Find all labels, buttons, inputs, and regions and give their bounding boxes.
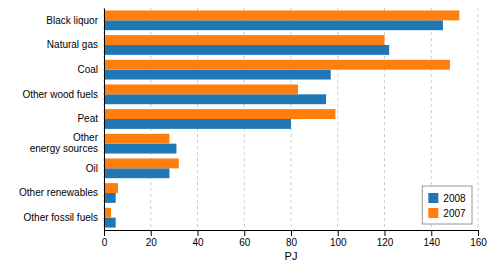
grid-line [104, 8, 105, 230]
legend-label: 2007 [443, 208, 466, 219]
bar [104, 158, 179, 168]
x-tick: 140 [423, 230, 440, 248]
bar [104, 84, 298, 94]
bar [104, 60, 450, 70]
bar [104, 144, 176, 154]
y-tick-label-line: Black liquor [46, 15, 98, 26]
y-tick: Coal [77, 64, 98, 75]
y-tick-label-line: Oil [86, 163, 98, 174]
legend-item: 2008 [428, 193, 466, 204]
y-tick-label-line: Other fossil fuels [24, 212, 98, 223]
y-axis: Black liquor Natural gas Coal Other wood fu… [19, 9, 104, 231]
bar [104, 94, 326, 104]
bar [104, 10, 459, 20]
bar-series [104, 10, 459, 217]
x-tick-label: 140 [423, 237, 440, 248]
y-tick: Black liquor [46, 15, 98, 26]
y-tick: Other fossil fuels [24, 212, 98, 223]
bar [104, 208, 111, 218]
x-tick-label: 0 [102, 237, 108, 248]
x-tick-label: 160 [470, 237, 487, 248]
x-tick-label: 120 [377, 237, 394, 248]
x-tick-mark [431, 230, 432, 236]
bar [104, 183, 118, 193]
y-tick-label: Otherenergy sources [30, 132, 99, 154]
y-tick: Oil [86, 163, 98, 174]
legend-swatch [428, 193, 438, 203]
bar-series [104, 20, 443, 227]
x-tick-mark [478, 230, 479, 236]
x-tick-label: 60 [239, 237, 251, 248]
bars [104, 10, 459, 227]
grid [104, 8, 478, 230]
y-tick: Natural gas [47, 39, 98, 50]
legend-swatch [428, 208, 438, 218]
y-tick-label-line: Peat [77, 113, 98, 124]
y-tick-label: Natural gas [47, 39, 98, 50]
bar [104, 218, 116, 228]
x-tick-mark [291, 230, 292, 236]
x-tick: 120 [377, 230, 394, 248]
y-tick-label: Peat [77, 113, 98, 124]
bar [104, 45, 389, 55]
x-tick: 20 [146, 230, 158, 248]
bar [104, 119, 291, 129]
x-tick: 40 [192, 230, 204, 248]
x-tick-label: 40 [192, 237, 204, 248]
legend-item: 2007 [428, 208, 466, 219]
y-tick-label: Other wood fuels [22, 89, 98, 100]
y-tick-label-line: Natural gas [47, 39, 98, 50]
x-tick-mark [338, 230, 339, 236]
bar [104, 134, 169, 144]
bar [104, 193, 116, 203]
x-tick-mark [244, 230, 245, 236]
x-tick-mark [151, 230, 152, 236]
y-tick: Other renewables [19, 187, 98, 198]
legend: 2008 2007 [422, 186, 472, 224]
y-tick-label-line: Coal [77, 64, 98, 75]
bar [104, 70, 331, 80]
x-tick: 0 [102, 230, 108, 248]
y-tick-label: Black liquor [46, 15, 98, 26]
x-tick-mark [104, 230, 105, 236]
y-axis-line [104, 9, 105, 231]
y-tick: Peat [77, 113, 98, 124]
x-tick-mark [385, 230, 386, 236]
x-tick: 60 [239, 230, 251, 248]
y-tick-label: Oil [86, 163, 98, 174]
x-tick: 80 [286, 230, 298, 248]
y-tick-label-line: Other renewables [19, 187, 98, 198]
y-tick-label-line: Other [73, 132, 99, 143]
y-tick-label-line: Other wood fuels [22, 89, 98, 100]
chart-svg: 0 20 40 60 80 100 120 140 160 Black liquor Natural… [0, 0, 492, 266]
x-tick-label: 80 [286, 237, 298, 248]
x-axis-title: PJ [285, 250, 298, 262]
y-tick-label: Other fossil fuels [24, 212, 98, 223]
bar [104, 168, 169, 178]
bar [104, 20, 443, 30]
legend-items: 2008 2007 [428, 193, 466, 219]
y-tick-label: Other renewables [19, 187, 98, 198]
legend-label: 2008 [443, 193, 466, 204]
bar [104, 109, 335, 119]
y-tick: Otherenergy sources [30, 132, 99, 154]
grid-line [478, 8, 479, 230]
bar [104, 35, 385, 45]
chart-container: 0 20 40 60 80 100 120 140 160 Black liquor Natural… [0, 0, 492, 266]
legend-frame [422, 186, 472, 224]
x-tick-label: 100 [330, 237, 347, 248]
x-axis: 0 20 40 60 80 100 120 140 160 [102, 230, 488, 248]
plot-area: 0 20 40 60 80 100 120 140 160 Black liquor Natural… [19, 8, 487, 248]
y-tick-label-line: energy sources [30, 143, 98, 154]
x-axis-line [105, 231, 479, 237]
y-tick-label: Coal [77, 64, 98, 75]
x-tick: 100 [330, 230, 347, 248]
x-tick: 160 [470, 230, 487, 248]
x-tick-label: 20 [146, 237, 158, 248]
y-tick: Other wood fuels [22, 89, 98, 100]
x-tick-mark [198, 230, 199, 236]
